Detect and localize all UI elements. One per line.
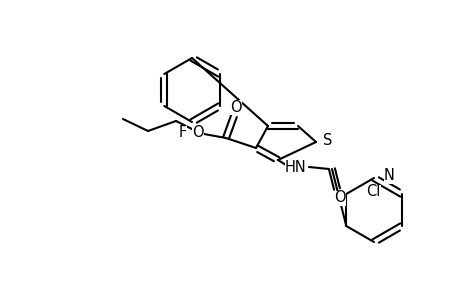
Text: HN: HN [285,160,306,175]
Text: S: S [322,133,332,148]
Text: O: O [192,124,203,140]
Text: F: F [179,124,187,140]
Text: Cl: Cl [365,184,380,200]
Text: O: O [333,190,345,206]
Text: N: N [383,169,394,184]
Text: O: O [230,100,241,115]
